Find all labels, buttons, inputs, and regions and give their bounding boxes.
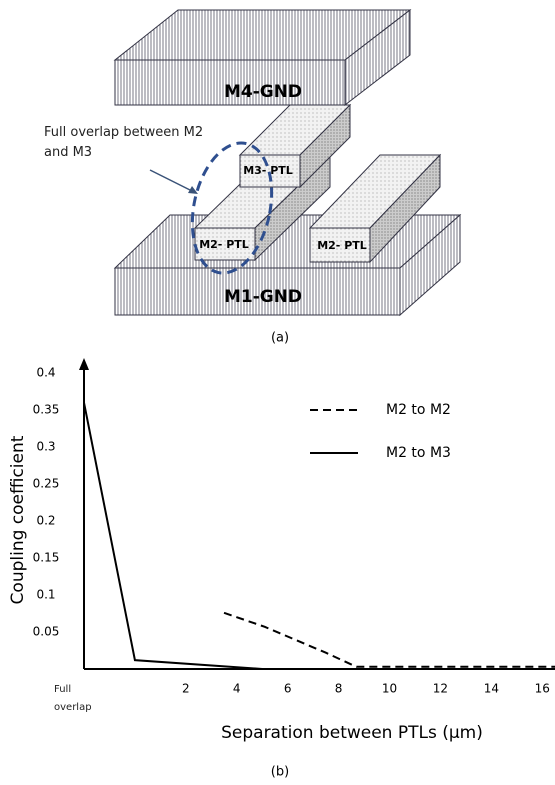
y-tick-label: 0.05 — [33, 625, 60, 639]
x-tick-label: 10 — [382, 682, 397, 696]
caption: (b) — [271, 765, 289, 780]
y-tick-label: 0.4 — [36, 366, 55, 380]
x-tick-label: 6 — [284, 682, 292, 696]
y-tick-label: 0.2 — [36, 514, 55, 528]
arrowhead — [188, 186, 198, 194]
x-axis-label: Separation between PTLs (μm) — [221, 723, 483, 743]
y-tick-label: 0.3 — [36, 440, 55, 454]
caption: (a) — [271, 331, 289, 346]
x-tick-label: 4 — [233, 682, 241, 696]
m2r-front — [309, 227, 371, 263]
legend-label: M2 to M3 — [386, 445, 451, 461]
annotation: Full overlap between M2 and M3 — [44, 125, 204, 160]
m1-side — [399, 213, 461, 317]
legend-label: M2 to M2 — [386, 402, 451, 418]
x-tick-label: 16 — [535, 682, 550, 696]
y-axis-arrow — [79, 358, 89, 370]
y-axis-label: Coupling coefficient — [8, 435, 28, 604]
series-line — [223, 611, 555, 668]
m2-label: M2- PTL — [199, 238, 249, 251]
x-tick-label: 14 — [484, 682, 499, 696]
y-tick-label: 0.35 — [33, 403, 60, 417]
x-tick-label: 8 — [335, 682, 343, 696]
m2-label: M2- PTL — [317, 239, 367, 252]
overlap-ellipse — [190, 141, 274, 275]
x-tick-label: 12 — [433, 682, 448, 696]
m4-side — [344, 8, 411, 107]
y-tick-label: 0.15 — [33, 551, 60, 565]
m4-label: M4-GND — [224, 82, 302, 102]
x-tick-label: 2 — [182, 682, 190, 696]
series-line — [83, 402, 555, 670]
m1-label: M1-GND — [224, 287, 302, 307]
x-tick-label: Full overlap — [54, 684, 92, 713]
y-tick-label: 0.25 — [33, 477, 60, 491]
annotation-arrow — [149, 169, 195, 193]
y-tick-label: 0.1 — [36, 588, 55, 602]
m3-label: M3- PTL — [243, 164, 293, 177]
